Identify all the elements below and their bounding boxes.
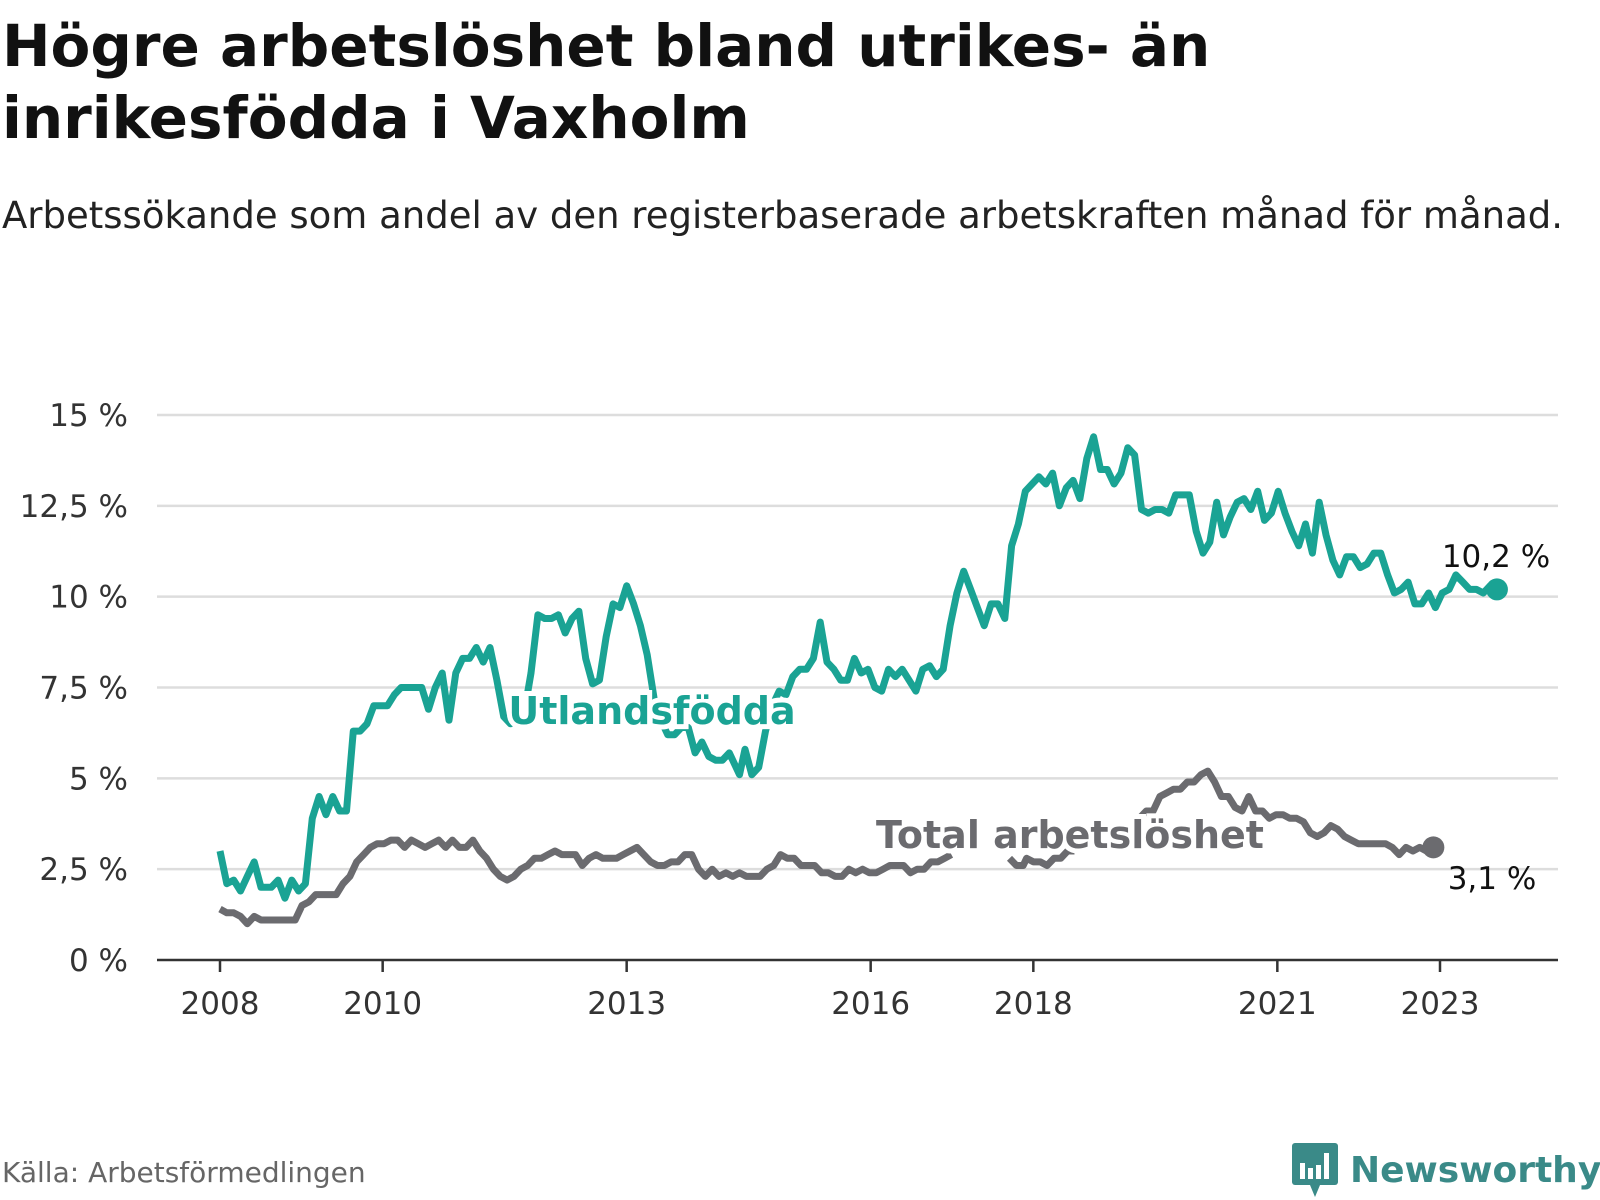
y-tick-label: 0 % [69, 943, 128, 979]
y-tick-label: 10 % [49, 580, 128, 616]
brand-name: Newsworthy [1350, 1149, 1600, 1191]
total-end-value: 3,1 % [1448, 861, 1537, 897]
x-tick-label: 2016 [831, 986, 910, 1022]
line-chart: 0 %2,5 %5 %7,5 %10 %12,5 %15 % 2008 2010 2… [20, 398, 1558, 1022]
x-tick-label: 2018 [994, 986, 1073, 1022]
y-tick-label: 12,5 % [20, 489, 128, 525]
gridlines [157, 413, 1558, 962]
utlandsfodda-end-value: 10,2 % [1442, 539, 1550, 575]
x-tick-label: 2010 [343, 986, 422, 1022]
newsworthy-logo-icon [1292, 1143, 1338, 1197]
x-tick-label: 2013 [587, 986, 666, 1022]
total-line [218, 836, 954, 928]
total-line [1136, 767, 1436, 859]
series-lines [216, 433, 1508, 928]
utlandsfodda-series-label: Utlandsfödda [508, 689, 795, 733]
brand-logo: Newsworthy [1290, 1140, 1600, 1200]
y-tick-label: 15 % [49, 398, 128, 434]
y-tick-label: 2,5 % [39, 852, 128, 888]
source-note: Källa: Arbetsförmedlingen [2, 1156, 366, 1189]
y-axis-ticks: 0 % 2,5 % 5 % 7,5 % 10 % 12,5 % 15 % [20, 398, 128, 979]
x-tick-label: 2008 [181, 986, 260, 1022]
x-tick-label: 2021 [1238, 986, 1317, 1022]
series-labels: Utlandsfödda Total arbetslöshet 10,2 % 3,1 … [503, 539, 1550, 897]
utlandsfodda-end-marker [1485, 578, 1508, 601]
total-series-label: Total arbetslöshet [876, 813, 1264, 857]
x-tick-label: 2023 [1401, 986, 1480, 1022]
total-end-marker [1422, 836, 1445, 859]
total-line [1006, 847, 1075, 869]
x-axis-ticks: 2008 2010 2013 2016 2018 2021 2023 [181, 960, 1480, 1022]
utlandsfodda-line [216, 433, 1499, 902]
chart-subtitle: Arbetssökande som andel av den registerb… [2, 194, 1563, 237]
chart-title: Högre arbetslöshet bland utrikes- än inr… [2, 12, 1211, 152]
y-tick-label: 5 % [69, 761, 128, 797]
y-tick-label: 7,5 % [39, 671, 128, 707]
